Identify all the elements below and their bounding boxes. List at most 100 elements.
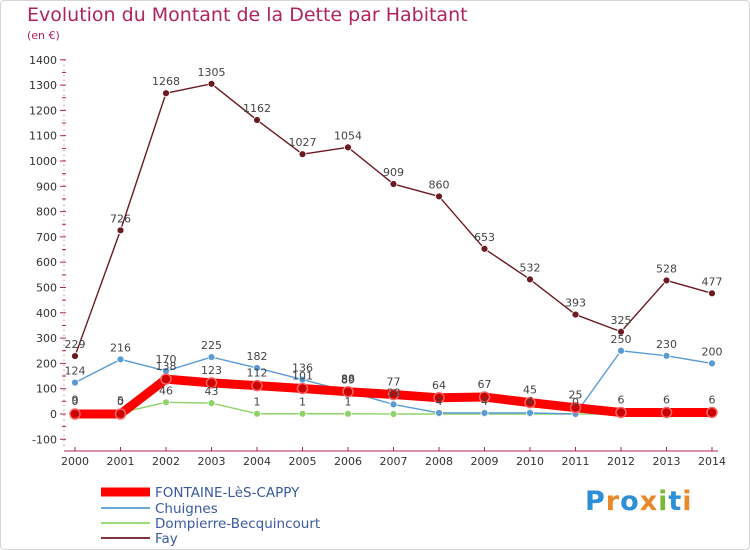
data-point (162, 398, 170, 407)
data-label: 477 (702, 275, 723, 288)
y-tick-label: 800 (36, 206, 57, 219)
x-tick-label: 2000 (61, 455, 89, 468)
x-tick-label: 2013 (653, 455, 681, 468)
data-point (253, 409, 261, 418)
data-label: 225 (201, 339, 222, 352)
data-point (435, 409, 443, 417)
data-label: 89 (341, 373, 355, 386)
data-label: 4 (481, 395, 488, 408)
data-label: 1268 (152, 75, 180, 88)
proxiti-logo: Proxiti (585, 486, 693, 517)
data-point (207, 79, 216, 88)
data-point (69, 408, 81, 420)
y-tick-label: 1000 (29, 155, 57, 168)
data-point (389, 410, 398, 418)
x-tick-label: 2010 (516, 455, 544, 468)
data-label: 182 (247, 350, 268, 363)
x-tick-label: 2006 (334, 455, 362, 468)
data-label: 528 (656, 262, 677, 275)
legend-label: Dompierre-Becquincourt (155, 516, 320, 532)
x-tick-label: 2008 (425, 455, 453, 468)
data-point (569, 401, 582, 414)
y-tick-label: 100 (36, 383, 57, 396)
x-tick-label: 2005 (289, 455, 317, 468)
y-tick-label: 600 (36, 256, 57, 269)
data-label: 532 (520, 261, 541, 274)
data-point (480, 409, 489, 417)
data-point (344, 409, 352, 418)
y-tick-label: 200 (36, 357, 57, 370)
data-point (662, 351, 671, 360)
logo-letter: t (668, 486, 683, 517)
data-point (389, 400, 398, 409)
chart-title: Evolution du Montant de la Dette par Hab… (27, 4, 468, 26)
legend-label: FONTAINE-LèS-CAPPY (155, 485, 300, 501)
data-point (526, 409, 534, 417)
data-point (342, 385, 354, 398)
logo-letter: i (658, 486, 669, 517)
data-label: 0 (572, 396, 579, 409)
data-label: 67 (478, 378, 492, 391)
data-label: 230 (656, 338, 677, 351)
data-label: 64 (432, 379, 446, 392)
data-point (207, 353, 216, 361)
data-label: 112 (247, 367, 268, 380)
x-tick-label: 2001 (107, 455, 135, 468)
logo-letter: P (585, 486, 606, 517)
x-tick-label: 2002 (152, 455, 180, 468)
data-label: 6 (663, 393, 670, 406)
data-point (571, 310, 580, 319)
x-tick-label: 2009 (471, 455, 499, 468)
data-label: 101 (292, 369, 313, 382)
y-tick-label: 900 (36, 180, 57, 193)
data-label: 9 (72, 394, 79, 407)
data-label: 25 (569, 389, 583, 402)
data-label: 46 (159, 384, 173, 397)
data-point (433, 392, 445, 404)
data-point (71, 352, 79, 360)
x-tick-label: 2003 (198, 455, 226, 468)
y-tick-label: 300 (36, 332, 57, 345)
data-label: 88 (341, 373, 355, 386)
logo-letter: r (605, 486, 621, 517)
data-point (617, 327, 625, 336)
data-point (435, 192, 443, 201)
data-label: 123 (201, 364, 222, 377)
data-label: 1 (299, 396, 306, 409)
data-point (478, 391, 491, 403)
data-point (296, 382, 309, 395)
data-label: 200 (702, 345, 723, 358)
legend-label: Chuignes (155, 501, 218, 517)
data-point (298, 409, 307, 418)
data-point (524, 396, 536, 409)
y-tick-label: 400 (36, 307, 57, 320)
data-point (706, 406, 718, 419)
data-point (251, 379, 263, 392)
y-tick-label: -100 (32, 433, 57, 446)
data-point (387, 388, 400, 401)
data-label: 325 (611, 314, 632, 327)
data-label: 1027 (289, 136, 317, 149)
data-label: 170 (156, 353, 177, 366)
data-point (162, 89, 170, 98)
data-point (298, 150, 307, 159)
data-label: 726 (110, 212, 131, 225)
data-point (344, 143, 352, 152)
logo-letter: x (639, 486, 659, 517)
data-label: 0 (72, 395, 79, 408)
data-label: 229 (65, 338, 86, 351)
y-tick-label: 500 (36, 282, 57, 295)
data-label: 393 (565, 297, 586, 310)
y-tick-label: 1300 (29, 79, 57, 92)
data-point (207, 399, 216, 408)
data-label: 216 (110, 341, 131, 354)
legend-label: Fay (155, 531, 178, 547)
data-label: 4 (436, 395, 443, 408)
data-label: 909 (383, 166, 404, 179)
data-point (660, 406, 673, 419)
y-tick-label: 1100 (29, 130, 57, 143)
data-point (615, 406, 627, 419)
data-point (480, 244, 489, 253)
data-label: 1054 (334, 129, 362, 142)
